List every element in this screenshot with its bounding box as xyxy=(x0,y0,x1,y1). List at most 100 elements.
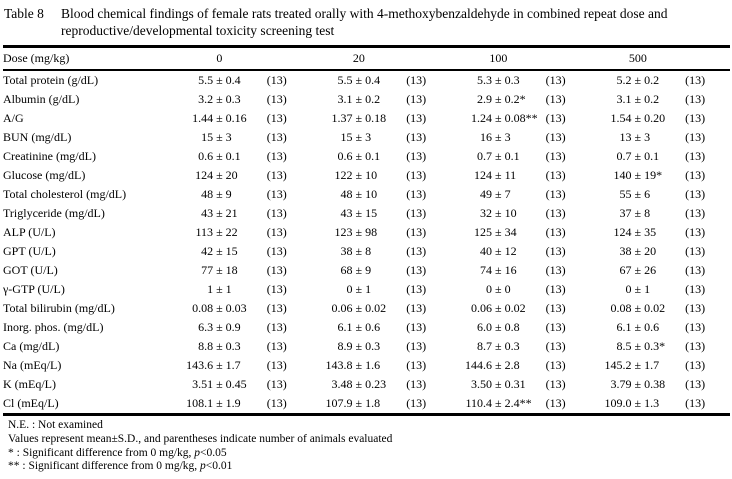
dose-header-spacer xyxy=(406,47,451,71)
mean-sd-value: 0 ±0 xyxy=(451,282,546,297)
mean-value: 109.0 xyxy=(604,396,632,410)
mean-value: 68 xyxy=(340,263,353,277)
mean-sd-value: 5.5 ±0.4 xyxy=(172,73,267,88)
mean-sd-value: 42 ±15 xyxy=(172,244,267,259)
sd-value: 18 xyxy=(225,263,238,277)
mean-sd-value: 3.51 ±0.45 xyxy=(172,377,267,392)
value-cell: 15 ±3 xyxy=(312,128,407,147)
mean-value: 0 xyxy=(346,282,353,296)
animal-count-cell: (13) xyxy=(266,149,287,163)
value-cell: 6.1 ±0.6 xyxy=(312,318,407,337)
plus-minus-sign: ± xyxy=(634,111,642,125)
sd-value: 3 xyxy=(644,130,651,144)
sd-value: 0.2 xyxy=(644,92,660,106)
parameter-label: K (mEq/L) xyxy=(3,377,56,391)
mean-value: 113 xyxy=(195,225,214,239)
mean-sd-value: 3.50 ±0.31 xyxy=(451,377,546,392)
mean-sd-value: 108.1 ±1.9 xyxy=(172,396,267,411)
mean-sd-value: 5.2 ±0.2 xyxy=(590,73,685,88)
mean-value: 8.9 xyxy=(337,339,353,353)
animal-count-cell: (13) xyxy=(406,244,427,258)
plus-minus-sign: ± xyxy=(355,358,363,372)
mean-sd-value: 122 ±10 xyxy=(312,168,407,183)
plus-minus-sign: ± xyxy=(634,301,642,315)
value-cell: 43 ±21 xyxy=(172,204,267,223)
table-row: Triglyceride (mg/dL) 43 ±21 (13) 43 ±15 (13) 32… xyxy=(3,204,730,223)
mean-sd-value: 77 ±18 xyxy=(172,263,267,278)
mean-sd-value: 15 ±3 xyxy=(312,130,407,145)
value-cell: 74 ±16 xyxy=(451,261,546,280)
animal-count-cell: (13) xyxy=(685,73,706,87)
table-caption: Table 8 Blood chemical findings of femal… xyxy=(4,6,730,39)
mean-value: 122 xyxy=(334,168,353,182)
table-row: Total bilirubin (mg/dL) 0.08 ±0.03 (13) 0.06… xyxy=(3,299,730,318)
sd-value: 1.6 xyxy=(365,358,381,372)
footnotes: N.E. : Not examined Values represent mean… xyxy=(3,416,730,474)
plus-minus-sign: ± xyxy=(355,92,363,106)
plus-minus-sign: ± xyxy=(634,377,642,391)
mean-sd-value: 67 ±26 xyxy=(590,263,685,278)
animal-count-cell: (13) xyxy=(266,282,287,296)
mean-value: 0 xyxy=(625,282,632,296)
mean-value: 3.51 xyxy=(192,377,214,391)
plus-minus-sign: ± xyxy=(355,339,363,353)
dose-header: 500 xyxy=(628,51,647,65)
footnote-line: N.E. : Not examined xyxy=(8,419,103,431)
parameter-label: Cl (mEq/L) xyxy=(3,396,59,410)
header-row: Dose (mg/kg) 0 20 100 500 xyxy=(3,47,730,71)
mean-value: 110.4 xyxy=(465,396,493,410)
plus-minus-sign: ± xyxy=(634,130,642,144)
animal-count-cell: (13) xyxy=(545,187,566,201)
sd-value: 12 xyxy=(504,244,517,258)
sd-value: 0.4 xyxy=(225,73,241,87)
sd-value: 0 xyxy=(504,282,511,296)
sd-value: 8 xyxy=(644,206,651,220)
parameter-label: Triglyceride (mg/dL) xyxy=(3,206,105,220)
animal-count-cell: (13) xyxy=(406,149,427,163)
mean-value: 67 xyxy=(619,263,632,277)
plus-minus-sign: ± xyxy=(495,396,502,410)
value-cell: 3.1 ±0.2 xyxy=(590,90,685,109)
mean-sd-value: 55 ±6 xyxy=(590,187,685,202)
value-cell: 5.3 ±0.3 xyxy=(451,70,546,90)
mean-sd-value: 6.1 ±0.6 xyxy=(590,320,685,335)
plus-minus-sign: ± xyxy=(495,358,502,372)
value-cell: 107.9 ±1.8 xyxy=(312,394,407,415)
p-value-symbol: p xyxy=(200,460,206,473)
blood-chemistry-table: Dose (mg/kg) 0 20 100 500 Total protein (g/… xyxy=(3,45,730,416)
plus-minus-sign: ± xyxy=(495,301,502,315)
animal-count-cell: (13) xyxy=(545,168,566,182)
sd-value: 1 xyxy=(225,282,232,296)
plus-minus-sign: ± xyxy=(216,225,223,239)
mean-value: 5.3 xyxy=(477,73,493,87)
value-cell: 145.2 ±1.7 xyxy=(590,356,685,375)
mean-value: 8.8 xyxy=(198,339,214,353)
parameter-label: Albumin (g/dL) xyxy=(3,92,80,106)
mean-sd-value: 0 ±1 xyxy=(590,282,685,297)
table-row: Total protein (g/dL) 5.5 ±0.4 (13) 5.5 ±0.4 (1… xyxy=(3,70,730,90)
plus-minus-sign: ± xyxy=(355,225,363,239)
sd-value: 3 xyxy=(225,130,232,144)
value-cell: 0.6 ±0.1 xyxy=(172,147,267,166)
mean-sd-value: 68 ±9 xyxy=(312,263,407,278)
animal-count-cell: (13) xyxy=(545,339,566,353)
table-row: Na (mEq/L) 143.6 ±1.7 (13) 143.8 ±1.6 (13) 144.… xyxy=(3,356,730,375)
mean-value: 124 xyxy=(613,225,632,239)
value-cell: 6.0 ±0.8 xyxy=(451,318,546,337)
value-cell: 49 ±7 xyxy=(451,185,546,204)
value-cell: 5.5 ±0.4 xyxy=(312,70,407,90)
mean-sd-value: 1.44 ±0.16 xyxy=(172,111,267,126)
value-cell: 8.8 ±0.3 xyxy=(172,337,267,356)
value-cell: 37 ±8 xyxy=(590,204,685,223)
animal-count-cell: (13) xyxy=(685,187,706,201)
sd-value: 26 xyxy=(644,263,657,277)
mean-sd-value: 0.6 ±0.1 xyxy=(172,149,267,164)
mean-value: 32 xyxy=(480,206,493,220)
value-cell: 110.4 ±2.4** xyxy=(451,394,546,415)
sd-value: 8 xyxy=(365,244,372,258)
mean-value: 143.8 xyxy=(325,358,353,372)
plus-minus-sign: ± xyxy=(216,263,223,277)
value-cell: 6.3 ±0.9 xyxy=(172,318,267,337)
mean-sd-value: 124 ±20 xyxy=(172,168,267,183)
animal-count-cell: (13) xyxy=(545,320,566,334)
